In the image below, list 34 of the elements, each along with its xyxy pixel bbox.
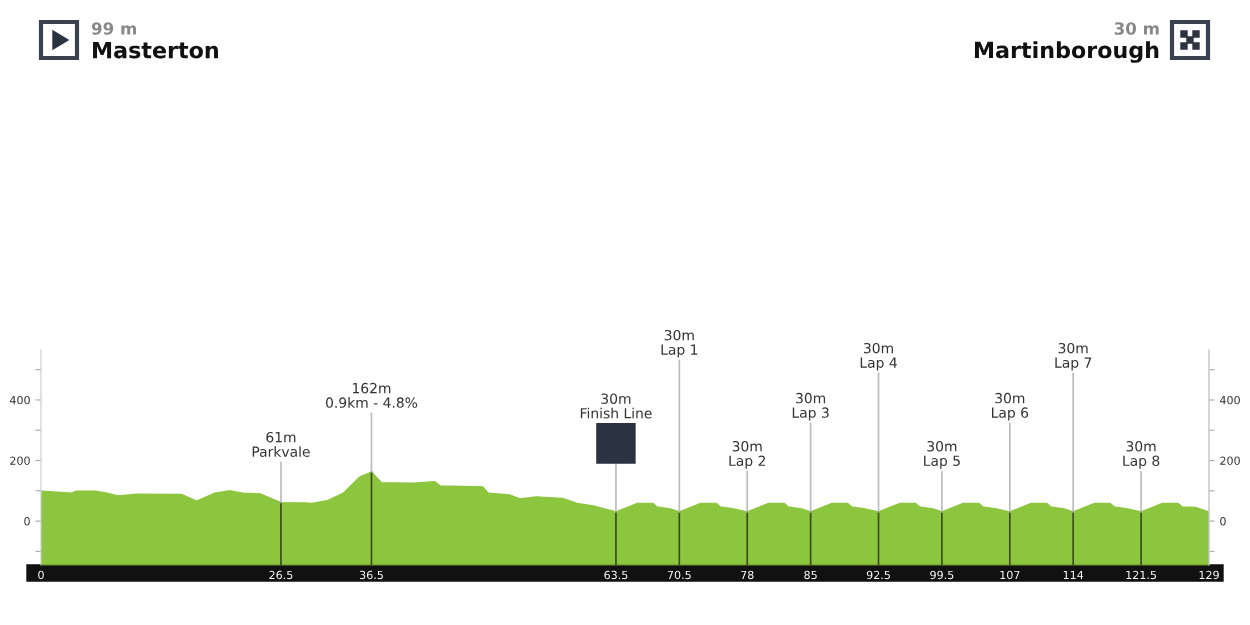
x-tick-label: 114 bbox=[1063, 570, 1084, 579]
x-tick-label: 121.5 bbox=[1126, 570, 1157, 580]
text: 99 m bbox=[91, 22, 137, 35]
x-tick-label: 0 bbox=[38, 570, 44, 580]
annotation: 30m Lap 7 bbox=[1055, 342, 1092, 371]
annotation: 30m Lap 3 bbox=[792, 392, 829, 421]
annotation: 30m Lap 6 bbox=[992, 392, 1029, 421]
annotation: 30m Finish Line bbox=[580, 393, 652, 419]
annotation: 61m Parkvale bbox=[252, 431, 310, 457]
y2-tick-label: 0 bbox=[1220, 517, 1226, 526]
text: 30 m bbox=[1114, 22, 1159, 35]
text: Masterton bbox=[93, 41, 218, 59]
x-tick-label: 107 bbox=[1000, 570, 1020, 580]
text: Martinborough bbox=[974, 41, 1159, 63]
x-tick-label: 63.5 bbox=[604, 570, 628, 580]
annotation: 162m 0.9km - 4.8% bbox=[326, 382, 418, 408]
annotation: 30m Lap 5 bbox=[924, 441, 960, 469]
x-tick-label: 70.5 bbox=[667, 570, 691, 580]
annotation: 30m Lap 8 bbox=[1123, 441, 1160, 469]
x-tick-label: 92.5 bbox=[866, 570, 890, 580]
x-tick-label: 129 bbox=[1199, 570, 1219, 580]
y-tick-label: 0 bbox=[24, 517, 30, 526]
annotation: 30m Lap 1 bbox=[661, 329, 698, 358]
x-tick-label: 36.5 bbox=[359, 570, 383, 580]
x-tick-label: 78 bbox=[741, 570, 754, 580]
x-tick-label: 26.5 bbox=[269, 570, 293, 580]
annotation: 30m Lap 2 bbox=[729, 441, 765, 469]
annotation: 30m Lap 4 bbox=[860, 342, 897, 371]
x-tick-label: 99.5 bbox=[930, 570, 954, 580]
x-tick-label: 85 bbox=[804, 570, 817, 580]
y-tick-label: 200 bbox=[10, 456, 30, 465]
y2-tick-label: 200 bbox=[1220, 456, 1240, 465]
y2-tick-label: 400 bbox=[1219, 395, 1240, 405]
y-tick-label: 400 bbox=[9, 395, 30, 405]
